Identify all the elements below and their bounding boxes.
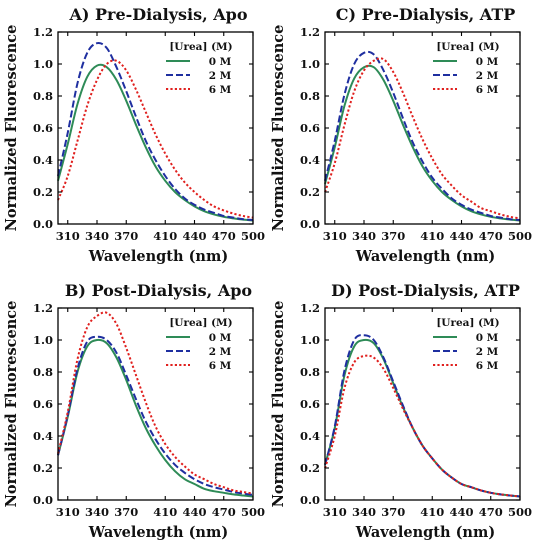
y-tick-label: 0.8 xyxy=(33,365,53,379)
legend-label: 0 M xyxy=(476,332,499,344)
series-line xyxy=(57,335,254,496)
x-tick-label: 410 xyxy=(420,229,444,243)
y-tick-label: 0.2 xyxy=(300,185,320,199)
legend-label: 6 M xyxy=(476,84,499,96)
series-line xyxy=(57,42,254,221)
y-tick-label: 0.0 xyxy=(300,493,320,507)
y-tick-label: 0.6 xyxy=(300,397,320,411)
chart-title: B) Post-Dialysis, Apo xyxy=(65,281,253,300)
y-tick-label: 0.6 xyxy=(33,121,53,135)
legend-title: [Urea] (M) xyxy=(169,41,232,53)
x-tick-label: 440 xyxy=(182,229,206,243)
y-tick-label: 1.0 xyxy=(300,333,320,347)
x-axis-label: Wavelength (nm) xyxy=(355,524,495,541)
y-tick-label: 0.6 xyxy=(33,397,53,411)
y-tick-label: 0.0 xyxy=(300,217,320,231)
x-axis-label: Wavelength (nm) xyxy=(88,524,228,541)
y-tick-label: 0.2 xyxy=(33,461,53,475)
y-tick-label: 0.4 xyxy=(300,153,320,167)
x-tick-label: 340 xyxy=(352,229,376,243)
y-tick-label: 0.0 xyxy=(33,493,53,507)
y-tick-label: 0.8 xyxy=(300,89,320,103)
x-tick-label: 340 xyxy=(352,505,376,519)
y-tick-label: 0.8 xyxy=(300,365,320,379)
legend-title: [Urea] (M) xyxy=(436,317,499,329)
y-axis-label: Normalized Fluorescence xyxy=(3,301,20,508)
y-tick-label: 1.0 xyxy=(300,57,320,71)
x-tick-label: 440 xyxy=(182,505,206,519)
legend-label: 2 M xyxy=(209,70,232,82)
y-tick-label: 1.0 xyxy=(33,57,53,71)
x-tick-label: 470 xyxy=(479,229,503,243)
y-axis-label: Normalized Fluorescence xyxy=(270,301,287,508)
x-tick-label: 470 xyxy=(212,505,236,519)
x-tick-label: 410 xyxy=(153,505,177,519)
x-tick-label: 410 xyxy=(420,505,444,519)
x-tick-label: 500 xyxy=(508,505,532,519)
x-tick-label: 340 xyxy=(85,505,109,519)
y-tick-label: 0.8 xyxy=(33,89,53,103)
legend-title: [Urea] (M) xyxy=(169,317,232,329)
chart-panel: C) Pre-Dialysis, ATP Wavelength (nm) Norma… xyxy=(270,5,532,265)
x-tick-label: 440 xyxy=(449,229,473,243)
x-tick-label: 470 xyxy=(479,505,503,519)
y-tick-label: 0.2 xyxy=(300,461,320,475)
chart-panel: A) Pre-Dialysis, Apo Wavelength (nm) Norma… xyxy=(3,5,265,265)
x-tick-label: 370 xyxy=(381,505,405,519)
x-tick-label: 310 xyxy=(323,505,347,519)
series-line xyxy=(57,338,254,498)
y-tick-label: 0.4 xyxy=(33,429,53,443)
x-tick-label: 310 xyxy=(56,229,80,243)
x-tick-label: 500 xyxy=(241,229,265,243)
x-tick-label: 370 xyxy=(114,505,138,519)
y-axis-label: Normalized Fluorescence xyxy=(3,25,20,232)
x-tick-label: 440 xyxy=(449,505,473,519)
y-tick-label: 1.0 xyxy=(33,333,53,347)
legend-label: 0 M xyxy=(209,56,232,68)
legend-label: 6 M xyxy=(209,360,232,372)
legend-label: 0 M xyxy=(476,56,499,68)
y-axis-label: Normalized Fluorescence xyxy=(270,25,287,232)
x-tick-label: 340 xyxy=(85,229,109,243)
x-axis-label: Wavelength (nm) xyxy=(88,248,228,265)
legend-label: 2 M xyxy=(476,346,499,358)
series-line xyxy=(324,334,521,498)
x-tick-label: 310 xyxy=(323,229,347,243)
x-tick-label: 370 xyxy=(381,229,405,243)
legend-title: [Urea] (M) xyxy=(436,41,499,53)
series-line xyxy=(324,50,521,221)
series-line xyxy=(57,59,254,219)
x-axis-label: Wavelength (nm) xyxy=(355,248,495,265)
legend-label: 2 M xyxy=(476,70,499,82)
x-tick-label: 310 xyxy=(56,505,80,519)
chart-panel: B) Post-Dialysis, Apo Wavelength (nm) Norm… xyxy=(3,281,265,541)
x-tick-label: 410 xyxy=(153,229,177,243)
x-tick-label: 500 xyxy=(241,505,265,519)
y-tick-label: 1.2 xyxy=(33,301,53,315)
series-line xyxy=(324,354,521,498)
y-tick-label: 1.2 xyxy=(300,301,320,315)
y-tick-label: 0.2 xyxy=(33,185,53,199)
y-tick-label: 0.4 xyxy=(33,153,53,167)
y-tick-label: 1.2 xyxy=(300,25,320,39)
legend-label: 6 M xyxy=(209,84,232,96)
chart-title: A) Pre-Dialysis, Apo xyxy=(68,5,247,24)
y-tick-label: 1.2 xyxy=(33,25,53,39)
legend-label: 2 M xyxy=(209,346,232,358)
series-line xyxy=(324,57,521,220)
y-tick-label: 0.0 xyxy=(33,217,53,231)
chart-panel: D) Post-Dialysis, ATP Wavelength (nm) Norm… xyxy=(270,281,532,541)
x-tick-label: 370 xyxy=(114,229,138,243)
legend-label: 6 M xyxy=(476,360,499,372)
x-tick-label: 470 xyxy=(212,229,236,243)
chart-title: D) Post-Dialysis, ATP xyxy=(331,281,520,300)
x-tick-label: 500 xyxy=(508,229,532,243)
y-tick-label: 0.6 xyxy=(300,121,320,135)
chart-title: C) Pre-Dialysis, ATP xyxy=(336,5,516,24)
y-tick-label: 0.4 xyxy=(300,429,320,443)
legend-label: 0 M xyxy=(209,332,232,344)
